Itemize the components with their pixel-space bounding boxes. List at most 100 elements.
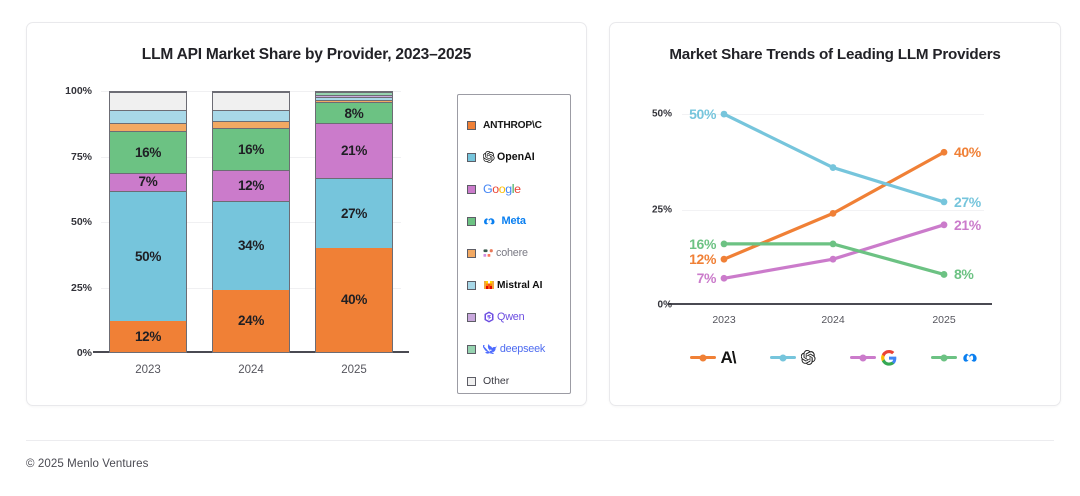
line-start-label-anthropic: 12% <box>689 251 716 268</box>
bar-segment-label: 12% <box>237 178 265 194</box>
bar-segment-anthropic[interactable]: 24% <box>213 289 289 352</box>
line-point-meta[interactable] <box>829 240 837 248</box>
legend-item-openai[interactable]: OpenAI <box>467 141 570 173</box>
stacked-bar[interactable]: 24% 34% 12% 16% <box>212 91 290 353</box>
line-chart-title: Market Share Trends of Leading LLM Provi… <box>669 46 1001 63</box>
line-legend-item-meta[interactable] <box>930 349 983 366</box>
legend-label: ANTHROP\C <box>483 119 542 131</box>
line-point-anthropic[interactable] <box>829 209 837 217</box>
legend-item-cohere[interactable]: cohere <box>467 237 570 269</box>
line-point-meta[interactable] <box>940 271 948 278</box>
legend-label-wrap: cohere <box>483 247 528 259</box>
legend-label: OpenAI <box>497 151 535 163</box>
bar-y-tick: 50% <box>70 216 92 228</box>
legend-item-deepseek[interactable]: deepseek <box>467 333 570 365</box>
legend-item-google[interactable]: Google <box>467 173 570 205</box>
provider-legend: ANTHROP\C OpenAI Google Meta cohere Mistral A… <box>457 94 571 394</box>
line-legend-item-openai[interactable] <box>769 349 816 366</box>
bar-segment-openai[interactable]: 27% <box>316 177 392 248</box>
bar-segment-cohere[interactable] <box>213 120 289 129</box>
bar-segment-meta[interactable]: 16% <box>110 131 186 173</box>
openai-logo <box>800 350 816 365</box>
bar-x-tick: 2023 <box>135 364 161 376</box>
mistral-logo <box>483 279 495 291</box>
bar-segment-qwen[interactable] <box>316 94 392 98</box>
line-legend-item-google[interactable] <box>849 349 897 366</box>
line-point-anthropic[interactable] <box>720 255 728 263</box>
meta-logo <box>962 351 983 365</box>
bar-segment-mistral[interactable] <box>316 97 392 100</box>
line-legend-marker-openai <box>769 356 796 359</box>
bar-segment-google[interactable]: 7% <box>110 172 186 191</box>
line-point-openai[interactable] <box>829 164 837 171</box>
legend-label-wrap: Mistral AI <box>483 279 542 291</box>
openai-logo <box>483 151 495 163</box>
legend-swatch-meta <box>467 216 476 226</box>
bar-segment-cohere[interactable] <box>316 99 392 103</box>
legend-item-mistral[interactable]: Mistral AI <box>467 269 570 301</box>
bar-segment-google[interactable]: 12% <box>213 170 289 202</box>
stacked-bar[interactable]: 40% 27% 21% 8% <box>315 91 393 353</box>
bar-y-tick: 75% <box>70 150 92 163</box>
bar-segment-meta[interactable]: 16% <box>213 128 289 171</box>
footer-divider <box>26 440 1054 441</box>
line-point-anthropic[interactable] <box>940 148 948 156</box>
line-y-tick: 25% <box>651 204 672 216</box>
line-chart-body: 0% 25% 50% 12% 40% 50% 27% 7% 21% 16% 8% 2023 2024 20… <box>610 81 1062 401</box>
legend-label-wrap: Qwen <box>483 311 525 323</box>
line-point-google[interactable] <box>940 221 948 229</box>
bar-segment-meta[interactable]: 8% <box>316 102 392 124</box>
bar-y-tick: 100% <box>65 85 92 97</box>
line-point-openai[interactable] <box>720 110 728 118</box>
meta-logo <box>483 216 500 227</box>
line-start-label-openai: 50% <box>689 106 716 123</box>
bar-segment-label: 8% <box>344 105 364 121</box>
legend-swatch-deepseek <box>467 344 476 354</box>
legend-item-anthropic[interactable]: ANTHROP\C <box>467 109 570 141</box>
legend-label-wrap: Other <box>483 375 509 387</box>
bar-segment-mistral[interactable] <box>110 110 186 124</box>
bar-segment-openai[interactable]: 50% <box>110 190 186 321</box>
bar-segment-label: 27% <box>340 205 368 221</box>
legend-label-wrap: ANTHROP\C <box>483 120 542 131</box>
line-legend-item-anthropic[interactable]: A\ <box>689 348 737 367</box>
legend-swatch-cohere <box>467 248 476 258</box>
line-end-label-openai: 27% <box>954 193 981 210</box>
legend-swatch-openai <box>467 152 476 162</box>
bar-segment-cohere[interactable] <box>110 123 186 132</box>
line-point-google[interactable] <box>829 255 837 263</box>
line-end-label-google: 21% <box>954 216 981 233</box>
stacked-bar-plot-area: 0% 25% 50% 75% 100% 12% 50% 7% 16% 2023 24% 34% 12% 1… <box>65 85 409 376</box>
line-y-tick: 0% <box>657 299 672 311</box>
line-x-tick: 2025 <box>932 314 956 326</box>
bar-segment-other[interactable] <box>213 92 289 111</box>
bar-segment-anthropic[interactable]: 40% <box>316 248 392 352</box>
legend-swatch-other <box>467 376 476 386</box>
line-start-label-meta: 16% <box>689 235 716 252</box>
bar-segment-deepseek[interactable] <box>316 92 392 95</box>
stacked-bar[interactable]: 12% 50% 7% 16% <box>109 91 187 353</box>
line-start-label-google: 7% <box>696 270 717 287</box>
bar-segment-other[interactable] <box>316 92 392 93</box>
line-chart-card: Market Share Trends of Leading LLM Provi… <box>609 22 1061 406</box>
bar-segment-anthropic[interactable]: 12% <box>110 320 186 352</box>
bar-segment-label: 21% <box>340 143 368 159</box>
line-chart-legend: A\ <box>610 349 1062 366</box>
bar-segment-label: 16% <box>237 141 265 157</box>
bar-segment-other[interactable] <box>110 92 186 111</box>
bar-segment-label: 50% <box>134 248 162 264</box>
line-point-google[interactable] <box>720 274 728 282</box>
bar-segment-mistral[interactable] <box>213 110 289 121</box>
legend-item-qwen[interactable]: Qwen <box>467 301 570 333</box>
deepseek-logo <box>483 343 498 355</box>
legend-item-meta[interactable]: Meta <box>467 205 570 237</box>
legend-item-other[interactable]: Other <box>467 365 570 397</box>
legend-label: Google <box>483 182 521 196</box>
bar-segment-google[interactable]: 21% <box>316 123 392 178</box>
line-point-openai[interactable] <box>940 198 948 206</box>
line-point-meta[interactable] <box>720 240 728 248</box>
anthropic-logo: A\ <box>720 348 737 367</box>
line-series-google <box>722 223 946 280</box>
bar-segment-openai[interactable]: 34% <box>213 201 289 290</box>
bar-segment-label: 40% <box>340 292 368 308</box>
